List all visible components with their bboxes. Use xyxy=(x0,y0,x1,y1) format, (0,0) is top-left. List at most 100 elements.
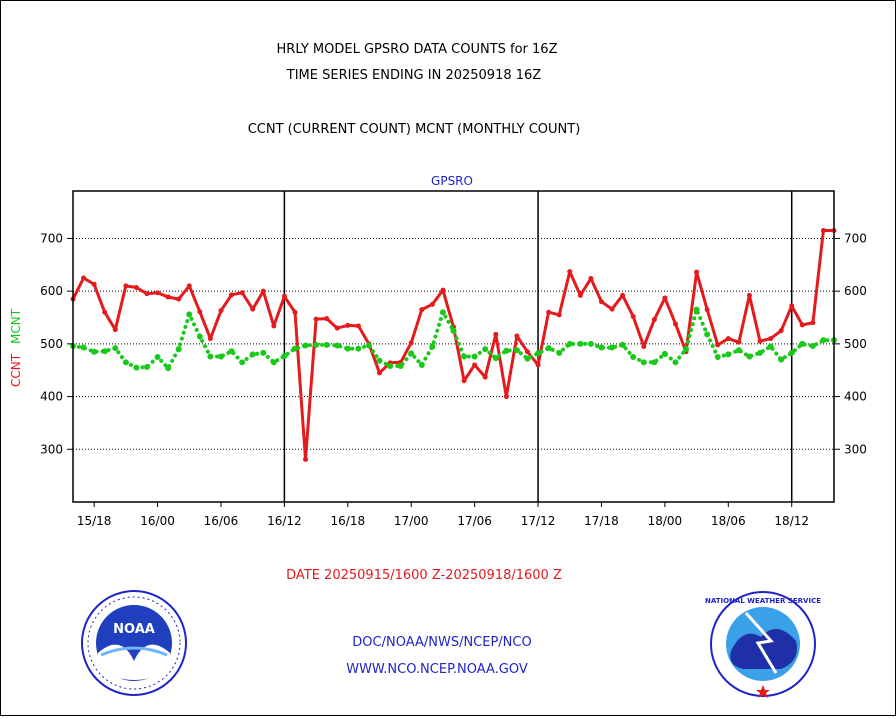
point-ccnt xyxy=(229,292,235,298)
point-ccnt xyxy=(598,299,604,305)
point-mcnt xyxy=(450,327,457,334)
point-ccnt xyxy=(408,340,414,346)
point-mcnt xyxy=(387,363,394,370)
point-ccnt xyxy=(91,281,97,287)
point-ccnt xyxy=(440,287,446,293)
ytick-label-left: 500 xyxy=(40,337,63,351)
point-ccnt xyxy=(524,349,530,355)
point-mcnt xyxy=(725,351,732,358)
point-ccnt xyxy=(281,293,287,299)
point-ccnt xyxy=(715,342,721,348)
point-ccnt xyxy=(461,378,467,384)
point-ccnt xyxy=(133,284,139,290)
point-ccnt xyxy=(704,307,710,313)
point-mcnt xyxy=(746,353,753,360)
point-ccnt xyxy=(778,328,784,334)
ytick-label-right: 400 xyxy=(844,390,867,404)
point-mcnt xyxy=(207,353,214,360)
point-mcnt xyxy=(397,363,404,370)
xtick-label: 18/00 xyxy=(648,514,683,528)
point-mcnt xyxy=(418,361,425,368)
point-mcnt xyxy=(630,354,637,361)
ytick-label-left: 600 xyxy=(40,284,63,298)
point-mcnt xyxy=(778,356,785,363)
point-mcnt xyxy=(291,345,298,352)
plot-title: GPSRO xyxy=(431,174,473,188)
point-ccnt xyxy=(651,317,657,323)
point-ccnt xyxy=(757,338,763,344)
point-mcnt xyxy=(788,349,795,356)
point-ccnt xyxy=(102,309,108,315)
point-mcnt xyxy=(704,331,711,338)
point-mcnt xyxy=(239,359,246,366)
point-ccnt xyxy=(112,327,118,333)
point-ccnt xyxy=(260,288,266,294)
point-mcnt xyxy=(587,340,594,347)
nws-logo: NATIONAL WEATHER SERVICE xyxy=(705,591,821,698)
point-mcnt xyxy=(609,344,616,351)
day-divider-layer xyxy=(283,191,793,502)
ytick-label-right: 500 xyxy=(844,337,867,351)
xtick-label: 16/12 xyxy=(267,514,302,528)
point-mcnt xyxy=(651,359,658,366)
nws-logo-text: NATIONAL WEATHER SERVICE xyxy=(705,597,821,605)
point-mcnt xyxy=(503,347,510,354)
point-mcnt xyxy=(143,364,150,371)
point-mcnt xyxy=(693,306,700,313)
point-ccnt xyxy=(535,362,541,368)
point-ccnt xyxy=(725,336,731,342)
point-mcnt xyxy=(355,345,362,352)
point-ccnt xyxy=(493,331,499,337)
point-ccnt xyxy=(567,269,573,275)
point-mcnt xyxy=(101,348,108,355)
chart-title-line2: TIME SERIES ENDING IN 20250918 16Z xyxy=(286,68,542,83)
point-mcnt xyxy=(154,354,161,361)
point-ccnt xyxy=(577,292,583,298)
chart-title-line1: HRLY MODEL GPSRO DATA COUNTS for 16Z xyxy=(277,42,558,57)
xtick-label: 18/12 xyxy=(774,514,809,528)
point-ccnt xyxy=(472,362,478,368)
point-ccnt xyxy=(345,322,351,328)
point-mcnt xyxy=(598,344,605,351)
point-mcnt xyxy=(228,348,235,355)
ylabel-ccnt: CCNT xyxy=(9,353,23,387)
xtick-label: 17/06 xyxy=(457,514,492,528)
point-ccnt xyxy=(588,276,594,282)
point-ccnt xyxy=(218,308,224,314)
point-mcnt xyxy=(376,357,383,364)
chart-subtitle: CCNT (CURRENT COUNT) MCNT (MONTHLY COUNT… xyxy=(248,122,581,137)
point-mcnt xyxy=(217,353,224,360)
point-ccnt xyxy=(419,307,425,313)
point-ccnt xyxy=(662,295,668,301)
point-mcnt xyxy=(535,350,542,357)
xtick-label: 18/06 xyxy=(711,514,746,528)
point-mcnt xyxy=(735,347,742,354)
point-ccnt xyxy=(482,374,488,380)
point-ccnt xyxy=(176,296,182,302)
point-ccnt xyxy=(641,344,647,349)
point-mcnt xyxy=(91,348,98,355)
url-line: WWW.NCO.NCEP.NOAA.GOV xyxy=(346,662,528,677)
point-ccnt xyxy=(81,275,87,281)
point-mcnt xyxy=(344,345,351,352)
point-mcnt xyxy=(556,349,563,356)
series-layer xyxy=(70,228,837,462)
point-ccnt xyxy=(514,333,520,339)
point-ccnt xyxy=(799,322,805,328)
noaa-logo-text: NOAA xyxy=(113,622,155,637)
point-ccnt xyxy=(324,316,330,322)
ytick-label-left: 700 xyxy=(40,231,63,245)
xtick-label: 15/18 xyxy=(77,514,112,528)
point-mcnt xyxy=(112,345,119,352)
point-mcnt xyxy=(545,345,552,352)
point-mcnt xyxy=(683,346,690,353)
point-mcnt xyxy=(767,343,774,350)
ytick-label-left: 300 xyxy=(40,442,63,456)
ytick-label-left: 400 xyxy=(40,390,63,404)
point-ccnt xyxy=(556,312,562,318)
tick-layer: 300 300 400 400 500 500 600 600 700 700 15/18 16/00… xyxy=(40,231,867,528)
point-ccnt xyxy=(334,325,340,331)
point-mcnt xyxy=(365,342,372,349)
